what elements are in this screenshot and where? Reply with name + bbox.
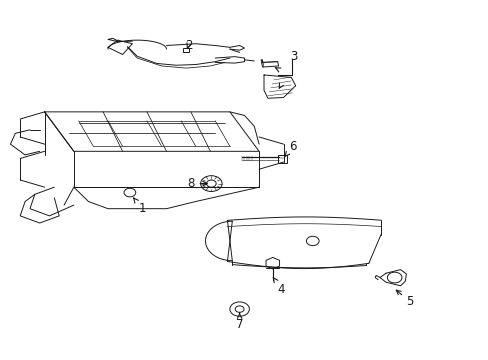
Text: 4: 4 xyxy=(273,277,284,296)
Text: 8: 8 xyxy=(187,177,207,190)
Text: 2: 2 xyxy=(184,39,192,52)
Text: 5: 5 xyxy=(395,290,413,309)
Text: 3: 3 xyxy=(290,50,297,63)
Text: 1: 1 xyxy=(133,198,145,215)
Text: 6: 6 xyxy=(284,140,296,157)
FancyBboxPatch shape xyxy=(182,48,189,52)
Text: 7: 7 xyxy=(235,313,243,331)
